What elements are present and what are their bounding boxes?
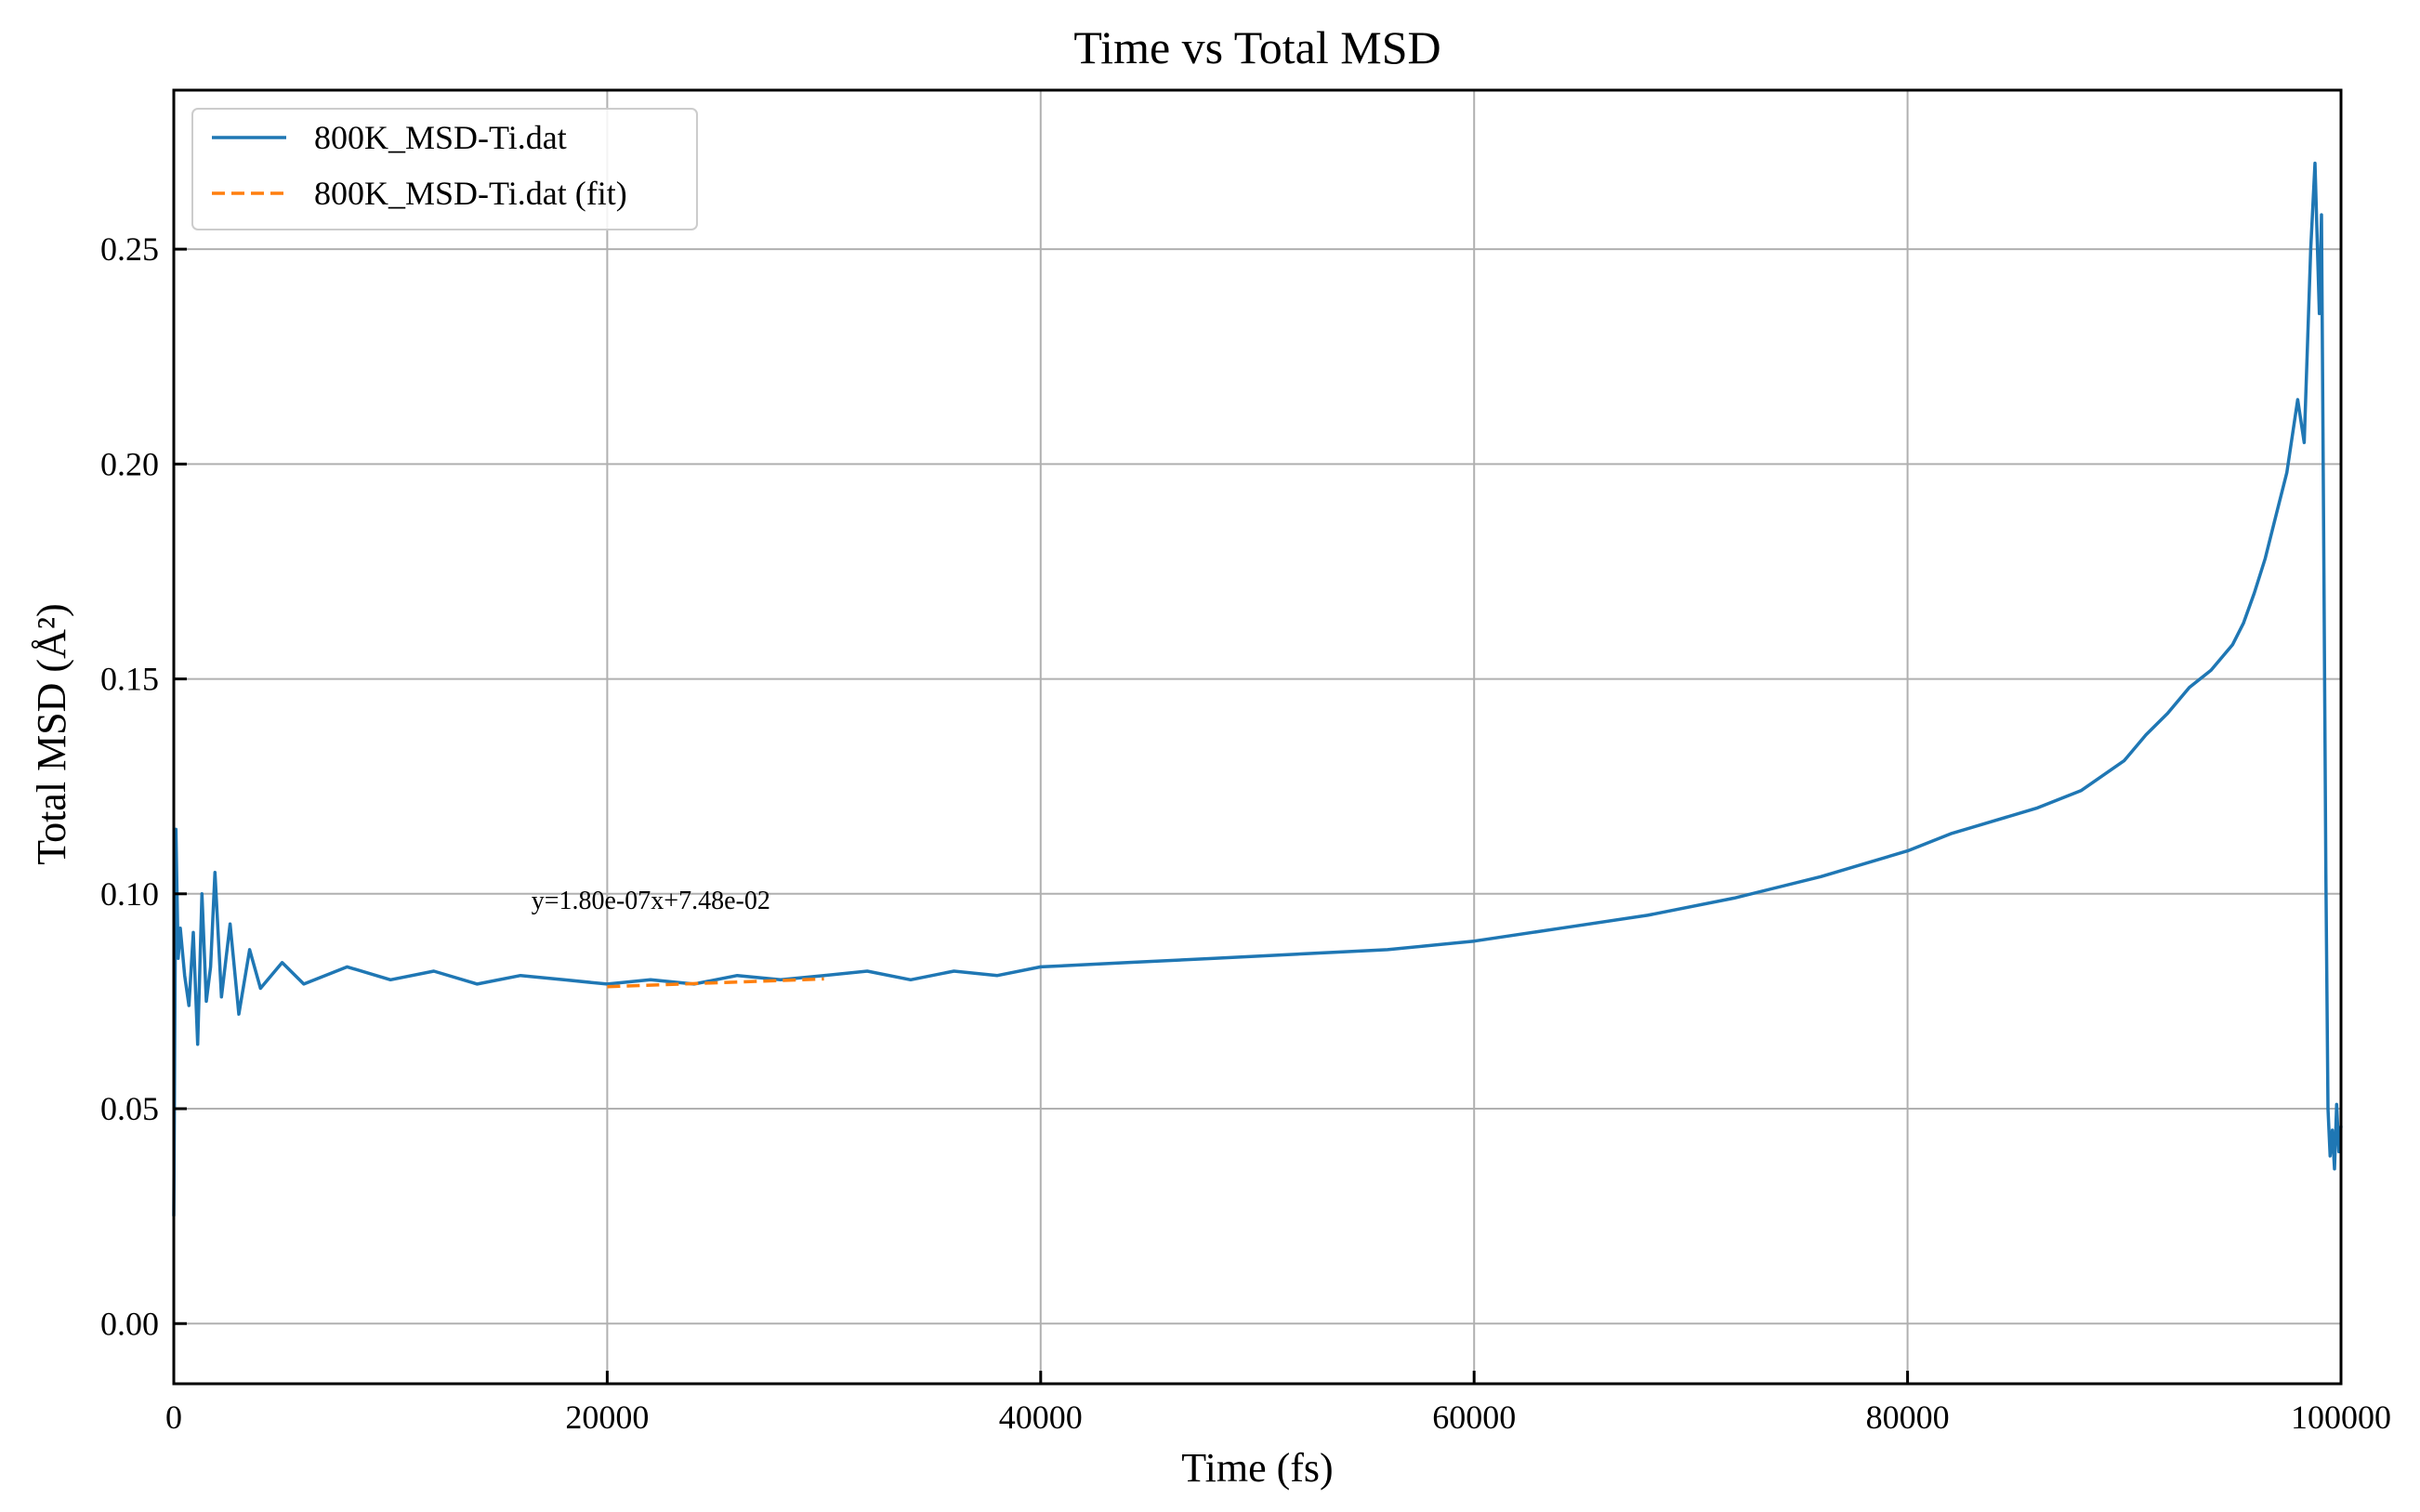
y-tick-label: 0.00: [100, 1305, 159, 1342]
series-line-1: [172, 161, 2343, 1216]
ticks: 0 20000 40000 60000 80000 100000 0.00 0.05 0.10 0…: [100, 230, 2391, 1436]
series-line-2: [607, 977, 824, 989]
x-tick-label: 80000: [1866, 1399, 1950, 1436]
y-axis-label: Total MSD (Å²): [29, 603, 74, 864]
y-tick-label: 0.25: [100, 230, 159, 268]
legend: 800K_MSD-Ti.dat 800K_MSD-Ti.dat (fit): [191, 108, 698, 230]
y-tick-label: 0.10: [100, 875, 159, 913]
x-tick-label: 100000: [2291, 1399, 2391, 1436]
y-tick-label: 0.05: [100, 1090, 159, 1127]
plot-frame: [172, 88, 2343, 1386]
legend-label-series-2: 800K_MSD-Ti.dat (fit): [314, 175, 627, 212]
x-tick-label: 20000: [565, 1399, 649, 1436]
legend-box: [191, 108, 698, 230]
x-tick-label: 0: [165, 1399, 182, 1436]
legend-label-series-1: 800K_MSD-Ti.dat: [314, 119, 567, 156]
grid: [173, 90, 2342, 1384]
plot-area: y=1.80e-07x+7.48e-02: [172, 161, 2343, 1216]
x-tick-label: 60000: [1432, 1399, 1516, 1436]
x-tick-label: 40000: [999, 1399, 1083, 1436]
x-axis-label: Time (fs): [1181, 1445, 1333, 1491]
y-tick-label: 0.15: [100, 661, 159, 698]
chart-title: Time vs Total MSD: [1073, 21, 1440, 73]
fit-equation-annotation: y=1.80e-07x+7.48e-02: [532, 887, 770, 915]
y-tick-label: 0.20: [100, 445, 159, 482]
